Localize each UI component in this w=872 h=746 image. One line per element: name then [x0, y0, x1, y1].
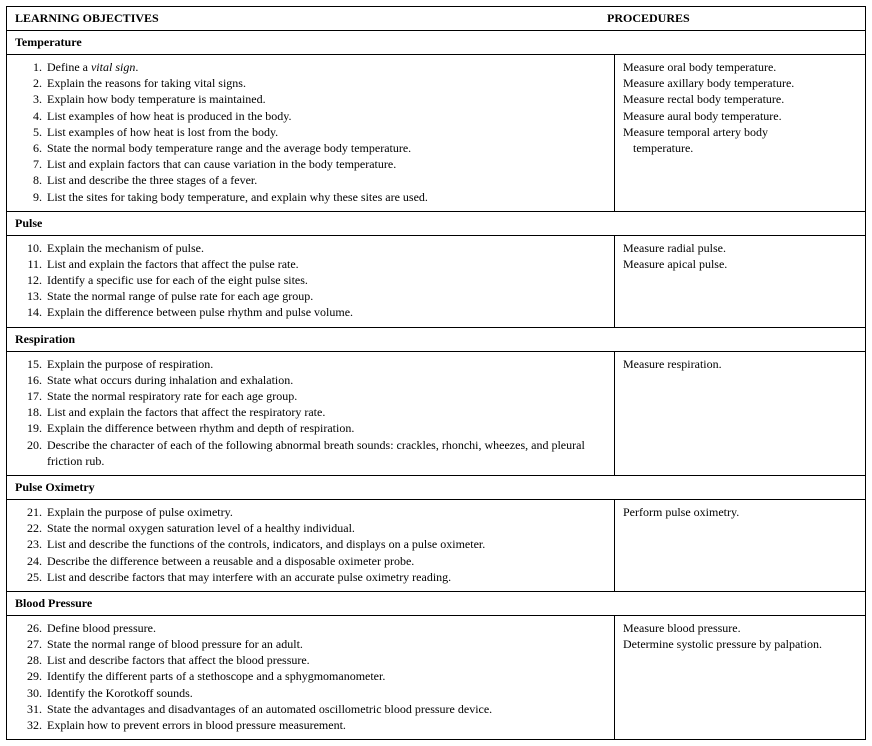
objective-item: Explain how to prevent errors in blood p…	[45, 717, 606, 733]
procedures-cell: Measure blood pressure.Determine systoli…	[615, 616, 865, 739]
objective-item: State the normal body temperature range …	[45, 140, 606, 156]
procedure-item: Measure respiration.	[623, 356, 857, 372]
procedure-item: Determine systolic pressure by palpation…	[623, 636, 857, 652]
procedures-cell: Perform pulse oximetry.	[615, 500, 865, 591]
objective-item: List and describe the functions of the c…	[45, 536, 606, 552]
procedure-item: Measure blood pressure.	[623, 620, 857, 636]
section-title: Respiration	[7, 328, 865, 352]
section-body: Explain the mechanism of pulse.List and …	[7, 236, 865, 328]
procedures-cell: Measure radial pulse.Measure apical puls…	[615, 236, 865, 327]
procedure-item: Measure temporal artery body	[623, 124, 857, 140]
objectives-cell: Define blood pressure.State the normal r…	[7, 616, 615, 739]
objectives-cell: Explain the purpose of respiration.State…	[7, 352, 615, 475]
procedure-item: temperature.	[623, 140, 857, 156]
objective-item: List and describe factors that affect th…	[45, 652, 606, 668]
procedure-item: Measure oral body temperature.	[623, 59, 857, 75]
objective-item: Explain the difference between rhythm an…	[45, 420, 606, 436]
objective-item: List examples of how heat is lost from t…	[45, 124, 606, 140]
procedures-cell: Measure respiration.	[615, 352, 865, 475]
objective-item: List and explain factors that can cause …	[45, 156, 606, 172]
objective-item: List examples of how heat is produced in…	[45, 108, 606, 124]
objective-item: State the normal oxygen saturation level…	[45, 520, 606, 536]
objective-item: State the normal range of pulse rate for…	[45, 288, 606, 304]
procedure-item: Measure aural body temperature.	[623, 108, 857, 124]
objective-item: Explain the purpose of pulse oximetry.	[45, 504, 606, 520]
objective-item: Explain the difference between pulse rhy…	[45, 304, 606, 320]
section-body: Explain the purpose of pulse oximetry.St…	[7, 500, 865, 592]
header-procedures: PROCEDURES	[607, 11, 857, 26]
objectives-table: LEARNING OBJECTIVES PROCEDURES Temperatu…	[6, 6, 866, 740]
section-title: Blood Pressure	[7, 592, 865, 616]
objective-item: Describe the character of each of the fo…	[45, 437, 606, 469]
objectives-cell: Explain the mechanism of pulse.List and …	[7, 236, 615, 327]
objective-item: Identify the different parts of a stetho…	[45, 668, 606, 684]
objective-item: Explain the reasons for taking vital sig…	[45, 75, 606, 91]
sections-container: TemperatureDefine a vital sign.Explain t…	[7, 31, 865, 739]
objective-item: Identify the Korotkoff sounds.	[45, 685, 606, 701]
procedure-item: Measure axillary body temperature.	[623, 75, 857, 91]
header-learning-objectives: LEARNING OBJECTIVES	[15, 11, 607, 26]
procedure-item: Perform pulse oximetry.	[623, 504, 857, 520]
objective-item: Explain the purpose of respiration.	[45, 356, 606, 372]
objective-item: List and describe the three stages of a …	[45, 172, 606, 188]
procedure-item: Measure radial pulse.	[623, 240, 857, 256]
objective-item: Describe the difference between a reusab…	[45, 553, 606, 569]
procedures-cell: Measure oral body temperature.Measure ax…	[615, 55, 865, 211]
objective-item: Identify a specific use for each of the …	[45, 272, 606, 288]
section-body: Define blood pressure.State the normal r…	[7, 616, 865, 739]
objective-item: Explain the mechanism of pulse.	[45, 240, 606, 256]
section-body: Define a vital sign.Explain the reasons …	[7, 55, 865, 212]
objective-item: Define a vital sign.	[45, 59, 606, 75]
objective-item: List the sites for taking body temperatu…	[45, 189, 606, 205]
procedure-item: Measure apical pulse.	[623, 256, 857, 272]
objectives-cell: Explain the purpose of pulse oximetry.St…	[7, 500, 615, 591]
objectives-cell: Define a vital sign.Explain the reasons …	[7, 55, 615, 211]
objective-item: Define blood pressure.	[45, 620, 606, 636]
objective-item: State what occurs during inhalation and …	[45, 372, 606, 388]
section-title: Pulse Oximetry	[7, 476, 865, 500]
objective-item: List and explain the factors that affect…	[45, 256, 606, 272]
section-body: Explain the purpose of respiration.State…	[7, 352, 865, 476]
section-title: Temperature	[7, 31, 865, 55]
procedure-item: Measure rectal body temperature.	[623, 91, 857, 107]
objective-item: List and explain the factors that affect…	[45, 404, 606, 420]
objective-item: State the normal range of blood pressure…	[45, 636, 606, 652]
objective-item: List and describe factors that may inter…	[45, 569, 606, 585]
objective-item: State the normal respiratory rate for ea…	[45, 388, 606, 404]
table-header-row: LEARNING OBJECTIVES PROCEDURES	[7, 7, 865, 31]
objective-item: Explain how body temperature is maintain…	[45, 91, 606, 107]
section-title: Pulse	[7, 212, 865, 236]
